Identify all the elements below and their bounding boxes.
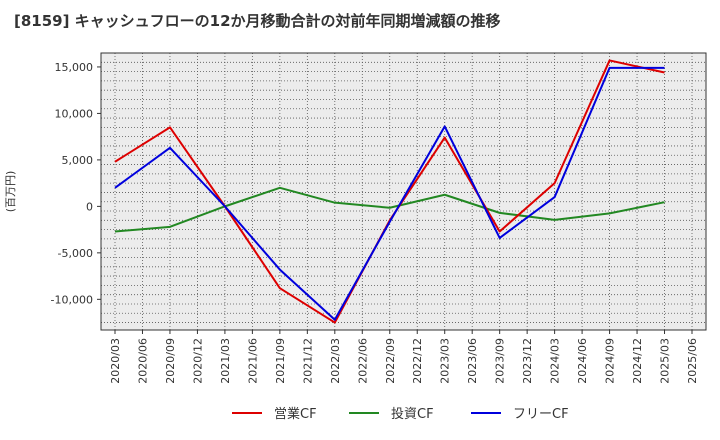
x-tick-label: 2023/03 xyxy=(439,338,452,384)
x-tick-label: 2020/03 xyxy=(109,338,122,384)
y-tick-label: -10,000 xyxy=(51,293,93,306)
x-tick-label: 2024/12 xyxy=(631,338,644,384)
y-tick-label: 5,000 xyxy=(62,154,94,167)
y-tick-label: 0 xyxy=(86,200,93,213)
x-tick-label: 2021/09 xyxy=(274,338,287,384)
x-tick-label: 2025/03 xyxy=(659,338,672,384)
x-tick-label: 2020/06 xyxy=(136,338,149,384)
legend-label-2: フリーCF xyxy=(513,407,569,422)
plot-frame xyxy=(100,52,707,331)
x-tick-label: 2024/06 xyxy=(576,338,589,384)
x-tick-label: 2021/06 xyxy=(246,338,259,384)
series-line-2 xyxy=(114,66,665,321)
x-tick-label: 2023/12 xyxy=(521,338,534,384)
x-tick-label: 2022/12 xyxy=(411,338,424,384)
legend: 営業CF 投資CF フリーCF xyxy=(232,406,569,422)
y-tick-label: -5,000 xyxy=(58,247,93,260)
x-tick-label: 2022/03 xyxy=(329,338,342,384)
x-tick-label: 2024/09 xyxy=(604,338,617,384)
grid xyxy=(101,53,706,330)
y-axis: 15,000 10,000 5,000 0 -5,000 -10,000 xyxy=(51,61,101,306)
legend-label-0: 営業CF xyxy=(274,406,317,422)
x-tick-label: 2020/09 xyxy=(164,338,177,384)
x-tick-label: 2021/12 xyxy=(301,338,314,384)
x-tick-label: 2023/09 xyxy=(494,338,507,384)
x-tick-label: 2020/12 xyxy=(191,338,204,384)
x-tick-label: 2025/06 xyxy=(686,338,699,384)
plot-area xyxy=(101,53,706,330)
x-tick-label: 2022/06 xyxy=(356,338,369,384)
x-tick-label: 2022/09 xyxy=(384,338,397,384)
x-tick-label: 2024/03 xyxy=(549,338,562,384)
series-line-1 xyxy=(114,186,665,233)
legend-label-1: 投資CF xyxy=(391,406,434,422)
x-tick-label: 2023/06 xyxy=(466,338,479,384)
x-tick-label: 2021/03 xyxy=(219,338,232,384)
y-tick-label: 15,000 xyxy=(55,61,94,74)
chart-title: [8159] キャッシュフローの12か月移動合計の対前年同期増減額の推移 xyxy=(14,12,501,30)
x-axis: 2020/03 2020/06 2020/09 2020/12 2021/03 2021/… xyxy=(109,330,699,384)
y-axis-title: (百万円) xyxy=(4,171,17,213)
y-tick-label: 10,000 xyxy=(55,107,94,120)
series-lines xyxy=(114,59,665,324)
